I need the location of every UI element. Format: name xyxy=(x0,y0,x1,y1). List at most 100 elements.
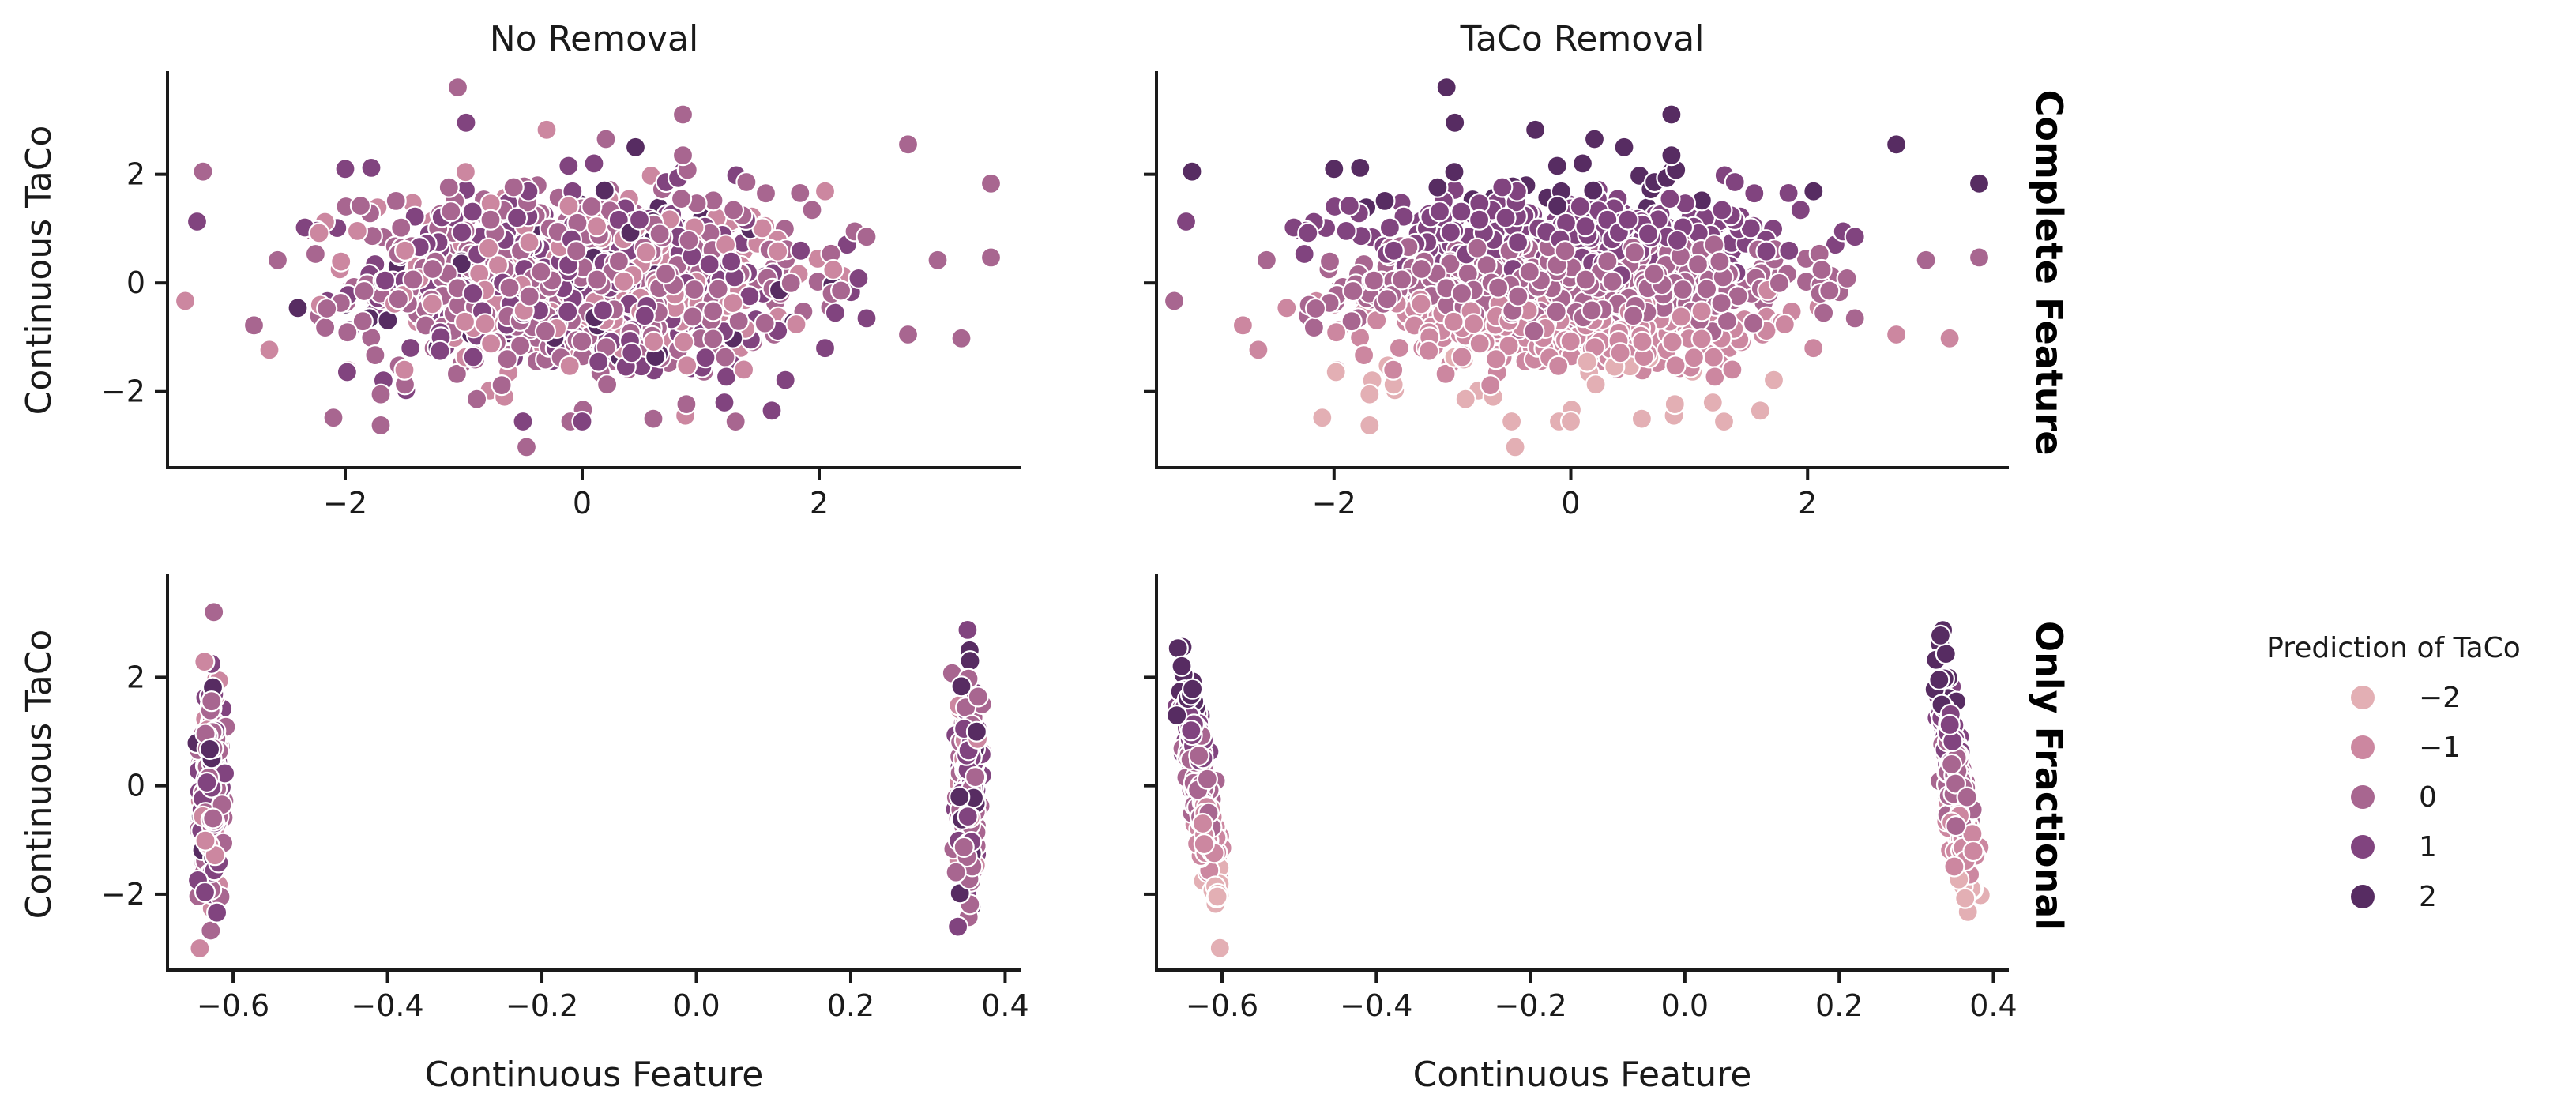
points-fractional-no-removal xyxy=(186,601,994,960)
point xyxy=(1180,720,1202,742)
point xyxy=(287,297,309,319)
point xyxy=(1672,278,1694,301)
point xyxy=(1181,160,1203,182)
point xyxy=(1410,258,1433,280)
point xyxy=(451,221,473,243)
point xyxy=(1378,216,1401,239)
point xyxy=(266,249,289,271)
point xyxy=(814,337,837,359)
point xyxy=(571,330,593,352)
x-tick-label: 2 xyxy=(1798,486,1817,521)
point xyxy=(1359,414,1381,437)
point xyxy=(352,310,374,333)
point xyxy=(1968,246,1991,269)
point xyxy=(1777,182,1799,204)
point xyxy=(780,272,802,294)
point xyxy=(1325,361,1347,383)
point xyxy=(1811,258,1833,281)
point xyxy=(1342,280,1364,303)
point xyxy=(698,254,720,276)
legend-label: 2 xyxy=(2419,881,2437,913)
point xyxy=(1660,145,1683,167)
x-tick-label: 0 xyxy=(573,486,592,521)
point xyxy=(336,361,358,383)
point xyxy=(571,410,593,433)
point xyxy=(720,250,743,273)
point xyxy=(1574,216,1596,238)
point xyxy=(789,182,811,204)
y-axis-label-top: Continuous TaCo xyxy=(19,126,59,416)
point xyxy=(1443,161,1465,183)
point xyxy=(304,243,326,265)
point xyxy=(801,199,823,221)
point xyxy=(1713,410,1736,433)
point xyxy=(199,738,221,761)
point xyxy=(670,188,693,210)
point xyxy=(1939,713,1961,736)
point xyxy=(822,258,844,281)
point xyxy=(1596,250,1619,273)
points-complete-taco-removal xyxy=(1163,76,1991,458)
point xyxy=(349,194,372,217)
point xyxy=(206,901,228,923)
point xyxy=(722,292,744,314)
point xyxy=(1276,297,1298,319)
point xyxy=(1318,250,1341,273)
point xyxy=(1945,814,1967,837)
point xyxy=(713,391,735,414)
point xyxy=(474,313,496,335)
point xyxy=(201,690,223,713)
legend-marker xyxy=(2351,735,2375,759)
point xyxy=(330,250,352,273)
point xyxy=(370,414,392,437)
point xyxy=(1374,190,1396,212)
point xyxy=(1690,300,1713,322)
point xyxy=(1637,223,1660,245)
point xyxy=(1247,339,1269,361)
point xyxy=(1559,410,1582,433)
points-complete-no-removal xyxy=(174,76,1002,458)
point xyxy=(1393,205,1415,228)
point xyxy=(724,410,746,433)
legend-marker xyxy=(2351,835,2375,859)
point xyxy=(1487,276,1510,299)
point xyxy=(714,346,736,368)
point xyxy=(673,331,695,353)
point xyxy=(654,263,677,285)
point xyxy=(1630,408,1653,430)
point xyxy=(438,176,460,198)
point xyxy=(1546,155,1568,177)
point xyxy=(950,327,972,349)
point xyxy=(1943,856,1965,878)
point xyxy=(1709,250,1731,273)
point xyxy=(1886,134,1908,156)
point xyxy=(1844,307,1866,329)
point xyxy=(1410,293,1432,315)
point xyxy=(558,155,580,177)
point xyxy=(1444,111,1466,134)
point xyxy=(186,210,209,233)
x-tick-label: 0.4 xyxy=(981,988,1029,1023)
point xyxy=(1569,195,1591,218)
y-tick-label: −2 xyxy=(101,374,145,409)
point xyxy=(635,242,657,264)
point xyxy=(581,195,603,218)
point xyxy=(1789,199,1811,221)
point xyxy=(1571,152,1594,175)
point xyxy=(1613,136,1635,158)
point xyxy=(387,288,409,310)
point xyxy=(957,619,979,641)
point xyxy=(1664,393,1686,416)
point xyxy=(1956,786,1978,808)
point xyxy=(1743,182,1766,205)
point xyxy=(1166,704,1188,727)
legend-label: −2 xyxy=(2419,682,2461,714)
point xyxy=(393,359,416,381)
point xyxy=(308,222,330,244)
point xyxy=(1762,369,1785,391)
x-tick-label: −0.2 xyxy=(1494,988,1566,1023)
point xyxy=(1944,773,1967,795)
x-tick-label: 0.2 xyxy=(827,988,874,1023)
column-title-taco-removal: TaCo Removal xyxy=(1460,19,1705,59)
